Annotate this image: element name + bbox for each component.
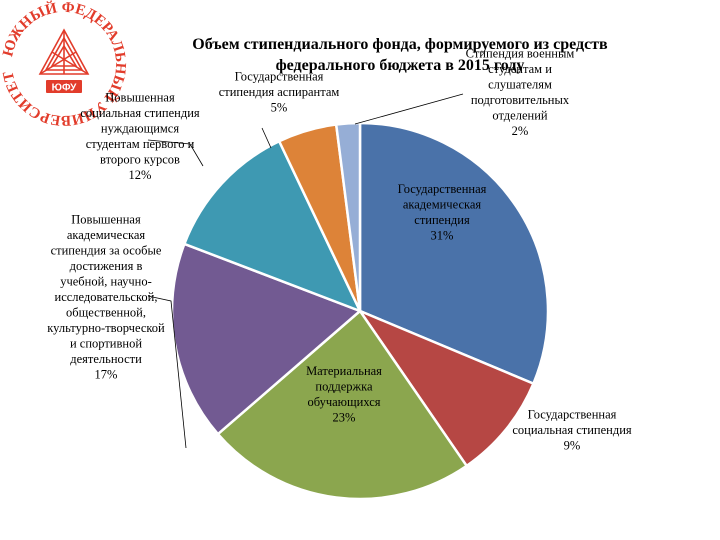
slice-label-increased-social: Повышенная социальная стипендия нуждающимс…	[80, 90, 200, 182]
slice-label-line: 9%	[564, 439, 581, 453]
slice-label-line: Государственная	[398, 182, 487, 196]
slice-label-line: Государственная	[528, 408, 617, 422]
university-logo: ЮЖНЫЙ ФЕДЕРАЛЬНЫЙ УНИВЕРСИТЕТ ЮФУ	[0, 0, 128, 128]
logo-emblem	[38, 28, 90, 75]
slice-label-line: 2%	[512, 124, 529, 138]
slice-label-line: стипендия за особые	[51, 244, 162, 258]
slice-label-line: общественной,	[66, 306, 146, 320]
pie-slice-increased-academic	[170, 242, 362, 436]
slice-label-line: поддержка	[315, 379, 373, 393]
slice-label-line: обучающихся	[307, 395, 380, 409]
slice-label-line: академическая	[403, 197, 482, 211]
slice-label-line: Повышенная	[71, 213, 141, 227]
slice-label-line: исследовательской,	[55, 290, 158, 304]
pie-slice-material-support	[216, 309, 468, 501]
chart-title-line-2: федерального бюджета в 2015 году	[275, 57, 525, 74]
pie-slice-state-social	[358, 309, 535, 468]
slice-label-line: достижения в	[70, 259, 143, 273]
leader-line-postgraduate	[261, 127, 272, 149]
slice-label-material-support: Материальная поддержка обучающихся 23%	[306, 364, 382, 425]
slice-label-line: стипендия аспирантам	[219, 85, 340, 99]
slice-label-line: учебной, научно-	[60, 275, 152, 289]
slice-label-line: второго курсов	[100, 152, 180, 166]
slice-label-line: Материальная	[306, 364, 382, 378]
slice-label-state-social: Государственная социальная стипендия 9%	[512, 408, 632, 453]
slice-label-line: стипендия	[414, 213, 470, 227]
leader-line-increased-social	[147, 139, 204, 167]
slice-label-state-academic: Государственная академическая стипендия 31%	[398, 182, 487, 243]
leader-line-increased-academic	[147, 295, 187, 449]
slice-label-line: 23%	[333, 410, 356, 424]
pie-slice-increased-social	[183, 140, 362, 313]
slice-label-line: нуждающимся	[101, 121, 179, 135]
slice-label-line: деятельности	[70, 352, 142, 366]
slice-label-line: подготовительных	[471, 93, 570, 107]
slice-label-postgraduate: Государственная стипендия аспирантам 5%	[219, 70, 340, 115]
slice-label-line: 12%	[129, 168, 152, 182]
slice-label-line: 31%	[431, 228, 454, 242]
pie-slice-state-academic	[358, 121, 550, 385]
slice-label-line: Государственная	[235, 70, 324, 84]
logo-abbr: ЮФУ	[52, 83, 77, 94]
slice-label-line: 17%	[95, 368, 118, 382]
slice-label-line: Повышенная	[105, 90, 175, 104]
university-logo-icon: ЮЖНЫЙ ФЕДЕРАЛЬНЫЙ УНИВЕРСИТЕТ ЮФУ	[0, 0, 128, 128]
slice-label-military: Стипендия военным студентам и слушателям по…	[466, 46, 575, 138]
slice-label-line: академическая	[67, 228, 146, 242]
slice-label-line: 5%	[271, 101, 288, 115]
slice-label-line: студентам и	[488, 62, 552, 76]
chart-title: Объем стипендиального фонда, формируемог…	[150, 34, 650, 76]
slice-label-line: слушателям	[488, 77, 552, 91]
slice-label-increased-academic: Повышенная академическая стипендия за особ…	[47, 213, 165, 382]
leader-line-military	[354, 93, 464, 125]
slice-label-line: студентам первого и	[86, 137, 195, 151]
slice-label-line: отделений	[492, 108, 547, 122]
slice-label-line: Стипендия военным	[466, 46, 575, 60]
slice-label-line: социальная стипендия	[80, 106, 200, 120]
slice-label-line: социальная стипендия	[512, 423, 632, 437]
slice-label-line: и спортивной	[70, 337, 142, 351]
slice-label-line: культурно-творческой	[47, 321, 165, 335]
chart-title-line-1: Объем стипендиального фонда, формируемог…	[192, 36, 608, 53]
